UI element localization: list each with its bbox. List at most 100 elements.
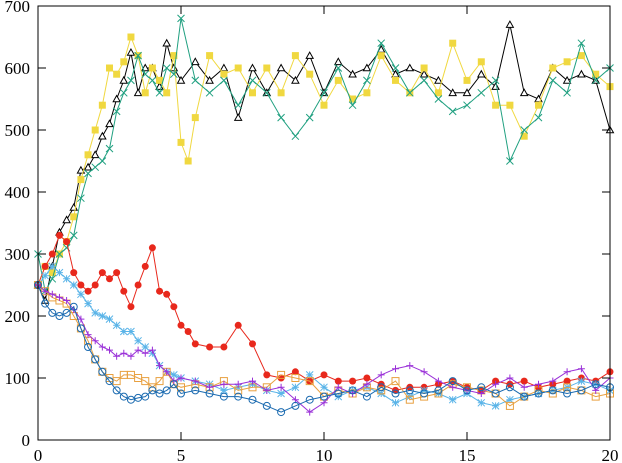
point <box>55 312 64 320</box>
point <box>133 88 143 97</box>
point <box>48 269 56 277</box>
point <box>177 321 185 329</box>
point <box>306 408 314 416</box>
y-tick-label: 600 <box>5 59 31 78</box>
point <box>520 126 529 134</box>
point <box>577 365 585 373</box>
point <box>162 38 172 47</box>
point <box>148 244 156 252</box>
point <box>106 64 113 72</box>
point <box>448 377 457 386</box>
point <box>177 14 185 23</box>
y-tick-label: 0 <box>22 431 31 450</box>
point <box>506 101 514 109</box>
point <box>320 383 328 392</box>
point <box>84 343 93 351</box>
point <box>535 101 542 109</box>
point <box>134 336 142 345</box>
point <box>405 88 414 97</box>
point <box>548 76 557 85</box>
point <box>120 58 128 66</box>
x-tick-label: 5 <box>177 446 186 463</box>
point <box>563 58 571 66</box>
point <box>363 380 371 388</box>
series-1 <box>34 33 614 289</box>
point <box>169 380 178 389</box>
point <box>184 157 192 165</box>
point <box>91 355 100 364</box>
point <box>463 386 471 395</box>
point <box>113 352 121 360</box>
point <box>492 380 500 388</box>
point <box>170 52 178 60</box>
point <box>519 88 529 97</box>
point <box>320 392 328 401</box>
point <box>106 275 113 283</box>
point <box>148 76 157 85</box>
point <box>62 308 71 317</box>
point <box>169 371 178 379</box>
point <box>156 76 164 84</box>
point <box>113 70 121 78</box>
point <box>155 377 164 386</box>
point <box>562 75 572 84</box>
point <box>105 315 114 323</box>
point <box>362 392 371 401</box>
point <box>48 290 56 298</box>
point <box>248 63 257 72</box>
point <box>505 383 514 392</box>
point <box>348 69 357 78</box>
point <box>70 213 78 221</box>
point <box>105 377 114 386</box>
point <box>534 113 543 122</box>
point <box>305 371 314 379</box>
point <box>91 163 100 172</box>
point <box>420 389 429 398</box>
point <box>134 51 142 60</box>
point <box>448 88 458 97</box>
series-7 <box>34 281 614 417</box>
point <box>420 76 428 85</box>
point <box>391 64 400 72</box>
y-tick-label: 500 <box>5 121 31 140</box>
point <box>263 371 271 379</box>
point <box>113 269 121 277</box>
point <box>84 287 92 295</box>
point <box>306 70 314 78</box>
point <box>169 70 178 79</box>
point <box>205 88 214 97</box>
point <box>162 386 171 395</box>
point <box>291 401 300 410</box>
x-tick-label: 0 <box>34 446 43 463</box>
point <box>98 343 106 351</box>
point <box>112 94 121 103</box>
point <box>84 151 92 159</box>
point <box>105 144 114 153</box>
point <box>491 76 500 85</box>
point <box>434 95 443 103</box>
point <box>220 343 228 351</box>
point <box>163 89 171 97</box>
point <box>220 380 228 388</box>
point <box>219 63 229 72</box>
point <box>206 343 214 351</box>
point <box>205 75 214 84</box>
point <box>184 328 192 335</box>
point <box>134 281 142 289</box>
point <box>69 231 78 240</box>
point <box>320 371 328 379</box>
point <box>548 386 557 395</box>
point <box>176 75 186 84</box>
point <box>391 398 400 407</box>
point <box>405 395 414 404</box>
point <box>249 89 256 97</box>
point <box>69 302 78 311</box>
point <box>119 392 128 401</box>
point <box>119 75 129 84</box>
point <box>277 383 285 391</box>
point <box>506 157 514 165</box>
point <box>320 101 328 109</box>
point <box>191 76 200 85</box>
point <box>234 392 243 401</box>
point <box>591 76 600 85</box>
